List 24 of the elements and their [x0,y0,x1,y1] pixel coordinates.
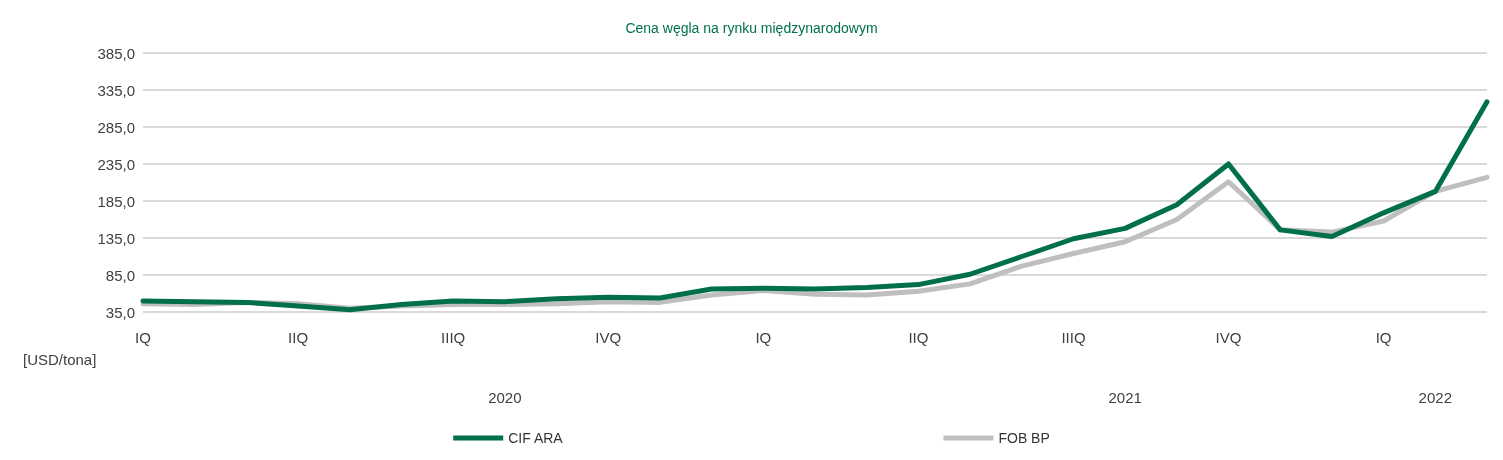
legend-label: FOB BP [998,430,1050,446]
y-tick-label: 235,0 [97,155,135,173]
y-tick-label: 185,0 [97,192,135,210]
y-tick-label: 335,0 [97,81,135,99]
y-axis-title: [USD/tona] [23,351,97,368]
text: 2020 [488,389,522,406]
x-tick-label: IQ [135,329,151,346]
x-tick-label: IVQ [1215,329,1242,346]
x-tick-label: IVQ [595,329,622,346]
legend-label: CIF ARA [508,430,564,446]
text: 2022 [1418,389,1452,406]
y-tick-label: 135,0 [97,229,135,247]
y-tick-label: 385,0 [97,44,135,62]
x-tick-label: IQ [1375,329,1392,346]
x-tick-label: IIIQ [441,329,466,346]
x-tick-label: IIQ [908,329,929,346]
y-tick-label: 285,0 [97,118,135,136]
y-tick-label: 85,0 [105,266,135,284]
y-tick-label: 35,0 [105,303,135,321]
x-tick-label: IIQ [288,329,309,346]
text: 2021 [1108,389,1142,406]
x-tick-label: IQ [755,329,772,346]
x-tick-label: IIIQ [1061,329,1086,346]
chart-title: Cena węgla na rynku międzynarodowym [625,20,878,36]
